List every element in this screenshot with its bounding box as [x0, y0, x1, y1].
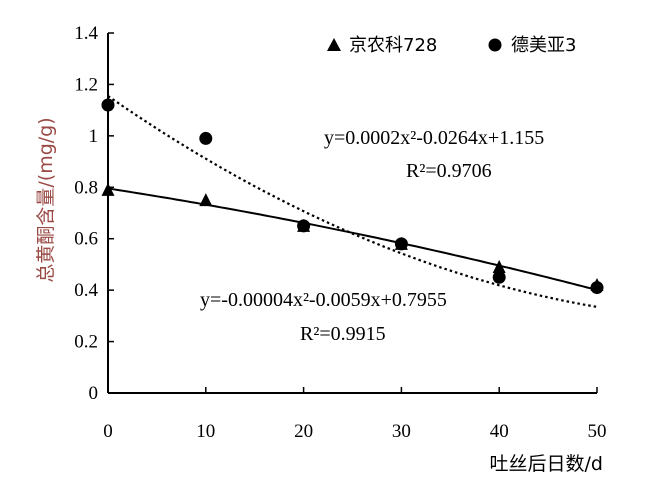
x-ticks: 0 10 20 30 40 50	[103, 387, 607, 442]
point-series-1	[492, 260, 506, 273]
data-points	[101, 98, 604, 295]
legend-label-series-2: 德美亚3	[511, 35, 576, 56]
point-series-2	[394, 237, 408, 251]
x-tick-label: 50	[588, 421, 607, 442]
point-series-2	[492, 270, 506, 284]
legend-circle-marker	[488, 38, 502, 52]
legend-label-series-1: 京农科728	[349, 35, 437, 56]
point-series-2	[101, 98, 115, 112]
point-series-1	[199, 193, 213, 207]
y-tick-label: 0.2	[74, 332, 98, 353]
legend: 京农科728 德美亚3	[327, 35, 576, 56]
y-tick-label: 0	[89, 383, 99, 404]
r2-series-1: R²=0.9915	[300, 323, 386, 345]
y-tick-label: 1	[89, 126, 99, 147]
y-tick-label: 0.6	[74, 229, 98, 250]
y-tick-label: 0.8	[74, 177, 98, 198]
x-tick-label: 10	[196, 421, 215, 442]
point-series-1	[101, 182, 115, 196]
equation-series-1: y=-0.00004x²-0.0059x+0.7955	[200, 289, 447, 311]
y-axis-label: 总黄酮含量/(mg/g)	[35, 117, 57, 282]
fit-curve-series-2	[107, 95, 598, 308]
y-tick-label: 0.4	[74, 280, 98, 301]
fit-curves	[107, 95, 598, 308]
point-series-2	[199, 131, 213, 145]
y-ticks: 0 0.2 0.4 0.6 0.8 1 1.2 1.4	[74, 23, 114, 404]
x-tick-label: 20	[294, 421, 313, 442]
x-axis-label: 吐丝后日数/d	[490, 453, 603, 475]
point-series-2	[297, 219, 311, 233]
fit-curve-series-1	[107, 187, 598, 291]
legend-triangle-marker	[327, 38, 341, 51]
y-tick-label: 1.4	[74, 23, 98, 44]
x-tick-label: 30	[392, 421, 411, 442]
y-tick-label: 1.2	[74, 74, 98, 95]
r2-series-2: R²=0.9706	[406, 160, 492, 182]
x-tick-label: 40	[490, 421, 509, 442]
x-tick-label: 0	[103, 421, 113, 442]
equation-series-2: y=0.0002x²-0.0264x+1.155	[324, 127, 544, 149]
point-series-2	[590, 281, 604, 295]
